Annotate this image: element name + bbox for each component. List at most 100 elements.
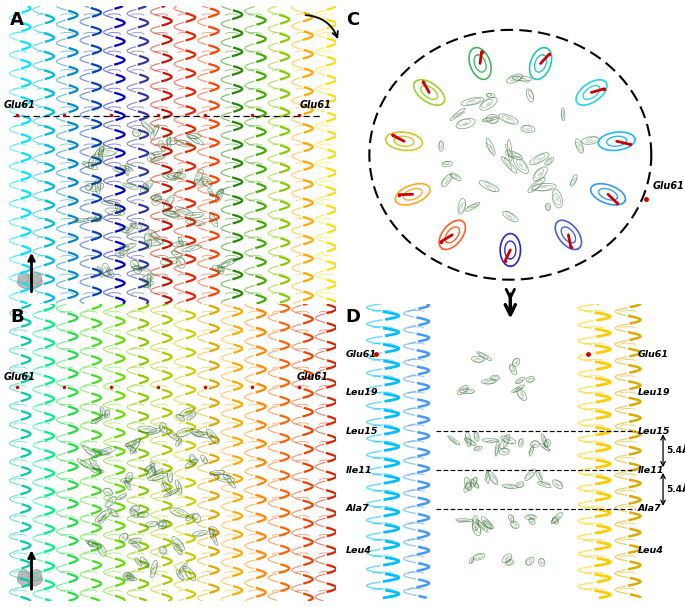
Ellipse shape [82,463,86,465]
Ellipse shape [510,517,512,520]
Text: Leu19: Leu19 [638,388,671,397]
Text: Leu19: Leu19 [346,388,378,397]
Ellipse shape [480,524,484,527]
Ellipse shape [198,181,203,183]
Ellipse shape [101,514,105,518]
Ellipse shape [462,520,467,521]
Ellipse shape [97,184,99,189]
Ellipse shape [105,268,107,272]
Ellipse shape [138,268,143,270]
Ellipse shape [98,151,101,154]
Ellipse shape [147,283,150,285]
Ellipse shape [88,450,92,453]
Ellipse shape [107,491,110,493]
Ellipse shape [198,532,203,534]
Ellipse shape [31,569,42,581]
Ellipse shape [131,441,136,444]
Ellipse shape [125,168,129,169]
Text: Ile11: Ile11 [346,466,373,475]
Text: Ala7: Ala7 [346,504,369,514]
Ellipse shape [548,160,551,163]
Ellipse shape [490,118,495,120]
Ellipse shape [486,381,491,382]
Ellipse shape [99,158,101,161]
Ellipse shape [169,213,173,215]
Ellipse shape [512,368,514,371]
Ellipse shape [155,197,158,198]
Ellipse shape [195,432,199,434]
Text: Ile11: Ile11 [638,466,664,475]
Ellipse shape [506,118,511,121]
Ellipse shape [151,242,157,243]
Ellipse shape [155,152,158,154]
Ellipse shape [190,415,193,418]
Ellipse shape [128,476,130,479]
Ellipse shape [526,128,530,130]
Ellipse shape [167,200,171,205]
Ellipse shape [123,228,126,230]
Ellipse shape [465,390,469,392]
Ellipse shape [486,102,491,106]
Ellipse shape [135,132,138,134]
Text: Glu61: Glu61 [296,372,328,382]
Ellipse shape [220,268,221,271]
Ellipse shape [171,434,175,437]
Ellipse shape [190,462,194,464]
Ellipse shape [547,442,548,444]
Ellipse shape [475,521,476,526]
Ellipse shape [519,379,521,381]
Ellipse shape [161,144,163,148]
Ellipse shape [150,523,153,525]
Ellipse shape [120,496,123,498]
Ellipse shape [181,143,186,144]
Ellipse shape [192,458,194,461]
Ellipse shape [91,160,94,163]
Ellipse shape [134,508,136,510]
Ellipse shape [440,144,442,148]
Ellipse shape [99,270,101,274]
Ellipse shape [79,220,84,221]
Ellipse shape [487,475,488,479]
Text: 5.4Å: 5.4Å [667,446,685,455]
Ellipse shape [188,571,192,575]
Ellipse shape [476,358,480,360]
Text: Glu61: Glu61 [3,372,36,382]
Ellipse shape [126,575,128,577]
Ellipse shape [150,156,152,159]
Ellipse shape [123,536,125,538]
Ellipse shape [134,444,136,449]
Ellipse shape [540,186,548,188]
Ellipse shape [106,413,108,415]
Ellipse shape [445,178,449,182]
Ellipse shape [99,451,104,453]
Ellipse shape [543,438,545,443]
Text: Glu61: Glu61 [299,100,332,110]
Text: Leu4: Leu4 [638,546,664,555]
Ellipse shape [134,544,137,546]
Text: Leu15: Leu15 [638,427,671,436]
Ellipse shape [171,140,174,143]
Ellipse shape [141,514,145,515]
Ellipse shape [486,523,490,526]
Ellipse shape [507,163,512,168]
Ellipse shape [136,268,139,271]
Ellipse shape [116,169,120,171]
Ellipse shape [97,418,102,420]
Ellipse shape [179,416,182,419]
Ellipse shape [155,476,161,478]
Ellipse shape [509,148,510,154]
Ellipse shape [179,574,182,577]
Ellipse shape [488,440,493,441]
Ellipse shape [489,95,492,96]
Ellipse shape [531,520,533,522]
Ellipse shape [193,138,198,141]
Ellipse shape [145,429,150,430]
Ellipse shape [531,449,532,452]
Ellipse shape [446,163,449,165]
Ellipse shape [185,410,189,413]
Ellipse shape [514,524,516,526]
Ellipse shape [169,492,174,494]
Ellipse shape [485,521,488,525]
Ellipse shape [536,157,543,160]
Ellipse shape [90,543,94,545]
